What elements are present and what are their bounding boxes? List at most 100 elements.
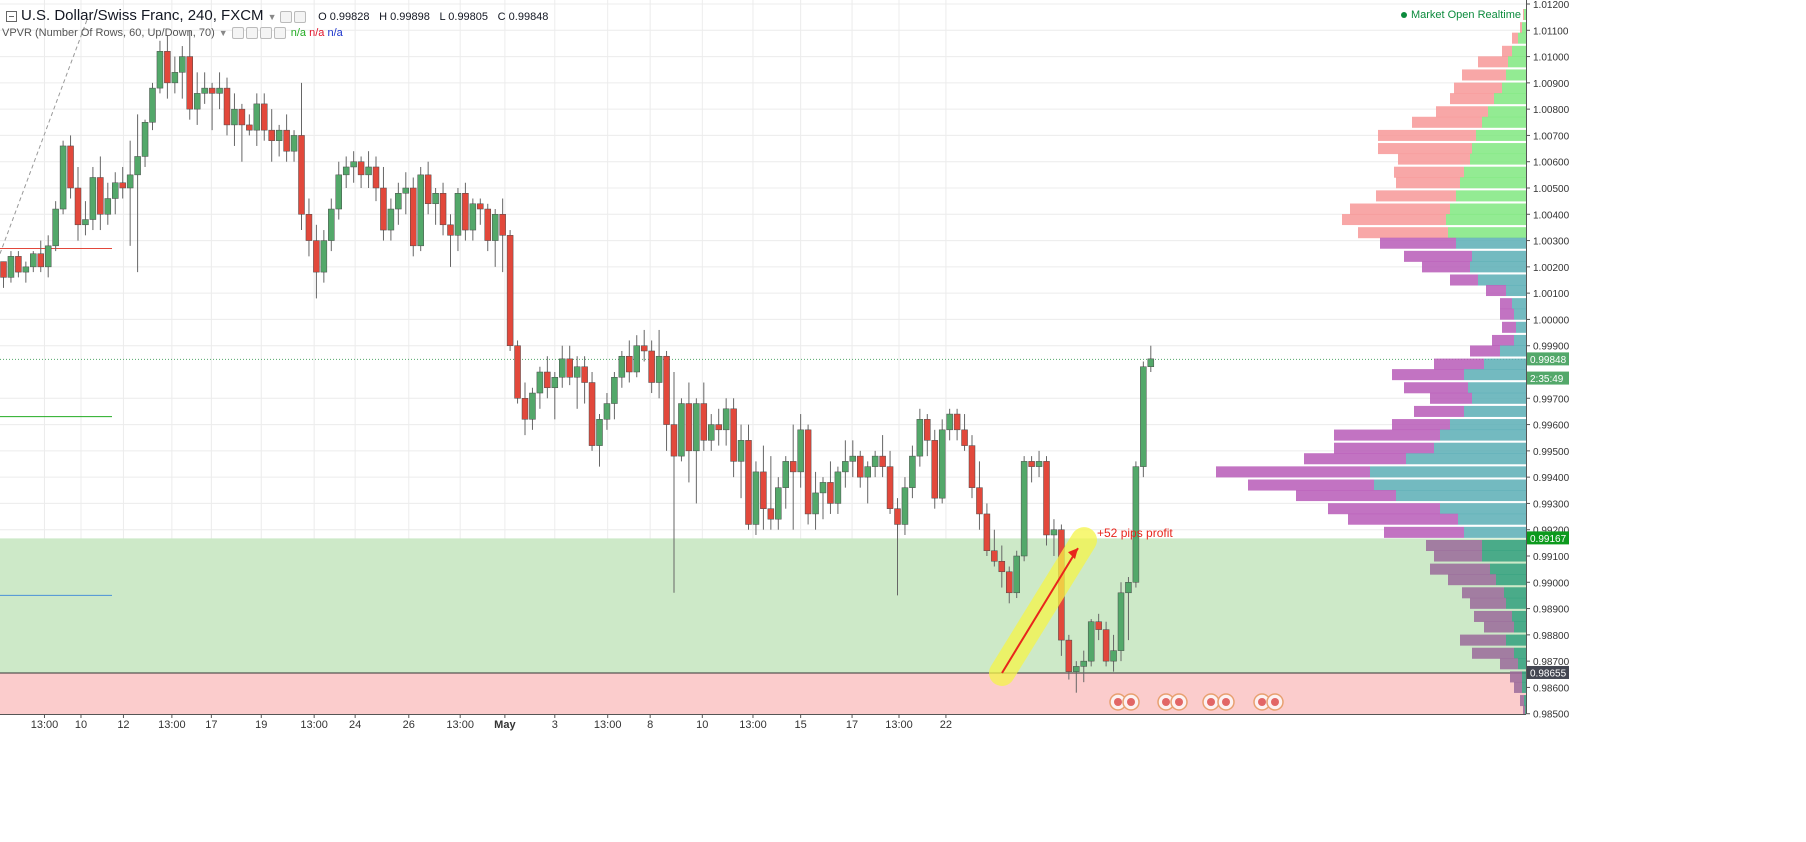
profile-bar-up (1450, 419, 1526, 431)
chevron-down-icon[interactable]: ▼ (218, 28, 228, 38)
profit-annotation[interactable]: +52 pips profit (1097, 526, 1173, 540)
price-tick-label: 0.99400 (1533, 473, 1570, 484)
candle-body (767, 508, 775, 520)
profile-bar-down (1216, 466, 1370, 478)
profile-bar-up (1472, 392, 1526, 404)
ohlc-close: C 0.99848 (497, 11, 549, 23)
price-tick-label: 1.00000 (1533, 315, 1570, 326)
indicator-value-down: n/a (309, 27, 325, 39)
profile-bar-up (1525, 705, 1526, 717)
candle-body (283, 129, 290, 152)
profile-bar-up (1512, 45, 1526, 57)
close-icon[interactable] (294, 10, 307, 23)
collapse-icon[interactable] (6, 11, 17, 23)
price-tick-label: 1.00600 (1533, 158, 1570, 169)
candle-body (268, 129, 275, 141)
price-tick-label: 1.00200 (1533, 263, 1570, 274)
profile-bar-down (1500, 658, 1518, 670)
price-tick-label: 0.99000 (1533, 578, 1570, 589)
candle-body (253, 103, 261, 131)
profile-bar-up (1506, 634, 1526, 646)
arrow-head-icon (1068, 548, 1078, 560)
settings-icon[interactable] (245, 27, 258, 40)
profile-bar-up (1490, 563, 1526, 575)
price-tick-label: 0.99700 (1533, 394, 1570, 405)
time-axis-bg (0, 714, 1526, 842)
profile-bar-down (1520, 695, 1524, 707)
candle-body (1065, 639, 1073, 672)
candle-body (678, 403, 685, 457)
profile-bar-down (1380, 237, 1456, 249)
chart-legend: U.S. Dollar/Swiss Franc, 240, FXCM ▼ O 0.… (6, 7, 548, 24)
profit-arrow (1001, 547, 1079, 674)
price-tag (1527, 665, 1569, 679)
candle-body (439, 193, 447, 226)
candle-body (141, 122, 149, 157)
candle-body (44, 245, 52, 268)
settings-icon[interactable] (280, 10, 293, 23)
candle-body (499, 214, 506, 236)
candle-body (1125, 582, 1132, 594)
candle-body (976, 487, 983, 515)
candle-body (663, 355, 670, 425)
profile-bar-down (1392, 419, 1450, 431)
status-dot-icon (1400, 12, 1407, 19)
profile-bar-up (1396, 490, 1526, 502)
candle-body (529, 392, 536, 420)
candle-body (179, 56, 186, 73)
plus-icon[interactable] (259, 27, 272, 40)
profile-bar-up (1478, 274, 1526, 286)
candle-body (171, 72, 179, 84)
candle-body (342, 166, 350, 176)
economic-events[interactable] (1109, 693, 1284, 711)
profile-bar-up (1514, 308, 1526, 320)
profile-bar-down (1500, 308, 1514, 320)
chevron-down-icon[interactable]: ▼ (267, 12, 277, 22)
profile-bar-down (1502, 45, 1512, 57)
profile-bar-up (1464, 166, 1526, 178)
profile-bar-up (1518, 658, 1526, 670)
candle-body (410, 187, 417, 247)
profile-bar-up (1500, 345, 1526, 357)
candle-body (827, 482, 834, 504)
candle-body (350, 161, 357, 168)
profile-bar-up (1524, 695, 1526, 707)
candle-body (193, 93, 201, 110)
candle-body (708, 424, 715, 441)
profile-bar-up (1516, 321, 1526, 333)
time-tick-label: 15 (795, 719, 807, 731)
close-icon[interactable] (273, 27, 286, 40)
symbol-title[interactable]: U.S. Dollar/Swiss Franc, 240, FXCM (21, 7, 264, 24)
profile-bar-up (1482, 116, 1526, 128)
price-tick-label: 0.98800 (1533, 631, 1570, 642)
time-tick-label: 19 (255, 719, 267, 731)
price-axis[interactable]: 1.01200 1.01100 1.01000 1.00900 1.00800 1.007… (1526, 0, 1806, 842)
candle-body (454, 193, 462, 236)
time-tick-label: 13:00 (885, 719, 913, 731)
candle-body (30, 253, 37, 268)
candle-body (1073, 666, 1080, 672)
candle-body (871, 455, 879, 467)
candle-body (156, 51, 164, 89)
time-tick-label: 12 (117, 719, 129, 731)
price-tag (1527, 352, 1569, 366)
eye-icon[interactable] (231, 27, 244, 40)
candle-body (261, 103, 268, 131)
profile-bar-down (1396, 177, 1460, 189)
price-tag (1527, 531, 1569, 545)
event-flag-dot-icon (1175, 698, 1183, 706)
time-axis[interactable]: 13:00 10 12 13:00 17 19 13:00 24 26 13:00 May 3 13:0… (0, 714, 1526, 842)
candle-body (134, 156, 141, 176)
candle-body (164, 51, 171, 84)
price-tag-label: 0.99848 (1530, 355, 1567, 366)
indicator-title[interactable]: VPVR (Number Of Rows, 60, Up/Down, 70) (2, 27, 215, 39)
profile-bar-up (1374, 479, 1526, 491)
candle-body (275, 129, 283, 141)
profile-bar-down (1434, 358, 1484, 370)
profile-bar-down (1358, 227, 1448, 239)
time-tick-label: 26 (403, 719, 415, 731)
candle-body (655, 355, 663, 383)
profile-bar-down (1404, 250, 1472, 262)
profile-bar-down (1304, 453, 1406, 465)
